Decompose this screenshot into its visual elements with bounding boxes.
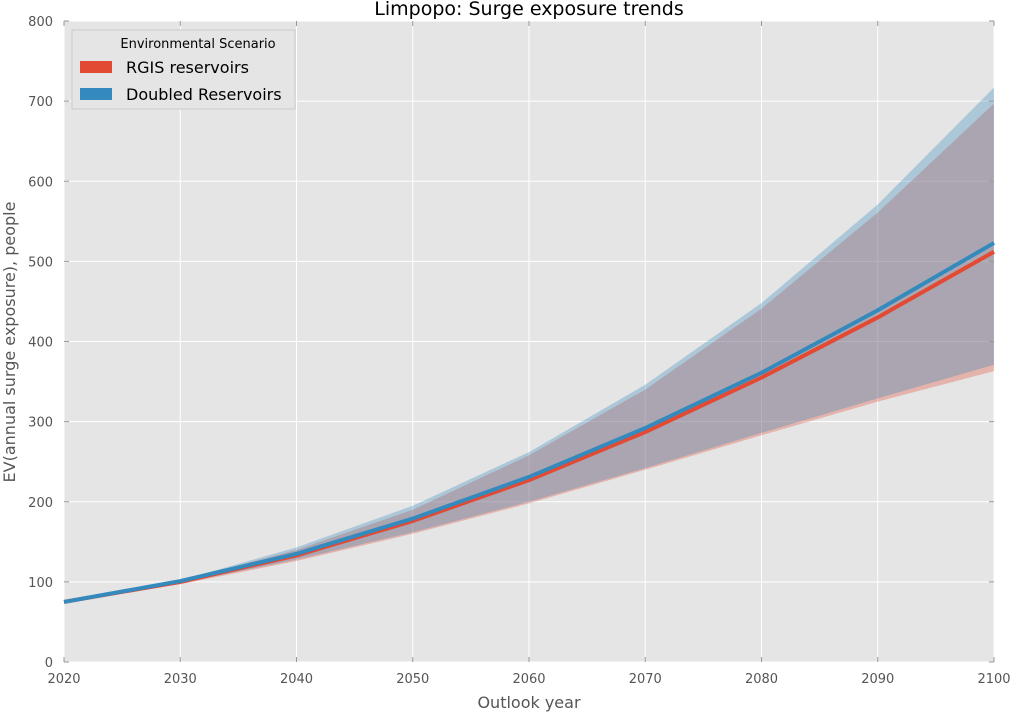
y-tick-label: 300 xyxy=(28,416,53,431)
x-tick-label: 2060 xyxy=(512,672,545,687)
legend-swatch-rgis xyxy=(80,61,112,73)
y-tick-label: 800 xyxy=(28,15,53,30)
x-tick-label: 2080 xyxy=(745,672,778,687)
series-line-doubled xyxy=(63,241,996,604)
y-tick-label: 0 xyxy=(45,656,53,671)
y-axis-label: EV(annual surge exposure), people xyxy=(0,202,19,483)
axis-ticks: 2020 2030 2040 2050 2060 2070 2080 2090 2100 0 100… xyxy=(28,15,1010,687)
legend-label-doubled: Doubled Reservoirs xyxy=(126,85,282,104)
x-tick-label: 2100 xyxy=(977,672,1010,687)
series-lines xyxy=(63,241,996,604)
y-tick-label: 600 xyxy=(28,175,53,190)
legend-title: Environmental Scenario xyxy=(120,37,275,52)
x-tick-label: 2020 xyxy=(47,672,80,687)
confidence-band-doubled xyxy=(64,87,994,602)
chart-title: Limpopo: Surge exposure trends xyxy=(374,0,683,20)
y-tick-label: 200 xyxy=(28,496,53,511)
x-tick-label: 2070 xyxy=(629,672,662,687)
legend: Environmental Scenario RGIS reservoirs D… xyxy=(71,29,296,110)
y-tick-label: 400 xyxy=(28,336,53,351)
x-tick-label: 2040 xyxy=(280,672,313,687)
y-tick-label: 700 xyxy=(28,95,53,110)
legend-label-rgis: RGIS reservoirs xyxy=(126,58,249,77)
x-tick-label: 2030 xyxy=(164,672,197,687)
y-tick-label: 100 xyxy=(28,576,53,591)
x-axis-label: Outlook year xyxy=(477,693,581,712)
y-tick-label: 500 xyxy=(28,255,53,270)
x-tick-label: 2050 xyxy=(396,672,429,687)
legend-swatch-doubled xyxy=(80,88,112,100)
x-tick-label: 2090 xyxy=(861,672,894,687)
